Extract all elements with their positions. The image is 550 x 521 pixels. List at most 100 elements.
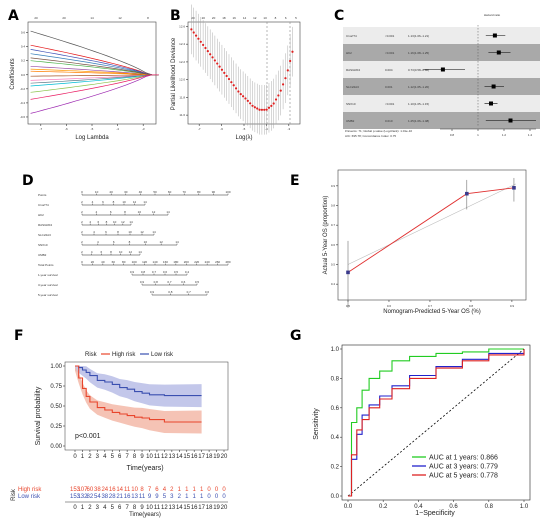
panel-f-risk-high-count: 11 [124,487,131,493]
panel-b-deviance-point [199,40,202,43]
panel-b-deviance-point [216,62,219,65]
panel-f-risk-high-count: 24 [101,487,108,493]
panel-g-roc-5yr [348,349,525,497]
panel-b-deviance-point [197,37,200,40]
panel-a-coefficient-path [30,74,159,114]
panel-f-x-tick: 14 [176,454,183,460]
panel-d-scale-label: 6 [97,220,99,224]
panel-f-x-tick: 9 [140,454,144,460]
panel-b-x-tick: -6 [220,127,223,131]
panel-g-y-tick: 0.6 [331,406,340,412]
panel-a-label: A [8,8,19,24]
panel-a-top-ticks: 20 20 14 12 8 [34,16,149,20]
panel-d-scale-label: 12 [121,220,125,224]
panel-b-top-tick: 6 [285,16,287,20]
panel-f-risk-high-count: 60 [87,487,94,493]
panel-d-scale-label: 0.7 [187,290,192,294]
panel-b-y-tick: 12.2 [179,60,185,64]
panel-b-deviance-point [289,59,292,63]
panel-d-scale-label: 6 [110,210,112,214]
panel-a-coefficient-path [30,74,159,87]
panel-c-footer-2: AIC: 695.78; Concordance Index: 0.75 [345,134,396,138]
panel-b-deviance-point [202,43,205,47]
panel-c-x-tick: 0.8 [450,133,455,137]
panel-d-scale-label: 4 [92,200,94,204]
panel-b-frame [187,21,301,125]
panel-b-deviance-point [211,56,214,59]
panel-b-top-tick: 5 [295,16,297,20]
panel-d-row-label: Total Points [38,263,54,267]
panel-a-coefficient-path [30,68,159,76]
panel-a-top-tick: 14 [90,16,94,20]
panel-b-ylabel: Partial Likelihood Deviance [171,37,177,110]
panel-b-label: B [170,8,181,24]
panel-f-risk-high-count: 0 [215,487,219,493]
panel-d-row-label: SNX10 [38,243,48,247]
panel-d-scale-label: 0.7 [152,270,157,274]
panel-a-coefficient-path [30,74,159,100]
panel-d-scale-label: 0.6 [163,270,168,274]
panel-f-x-tick: 16 [191,454,198,460]
panel-a-coefficient-path [30,57,159,76]
panel-a: A 20 20 14 12 8 -7 -6 -5 -4 -3 0.6 0.4 0.2 0.0 -0.2 -… [8,8,159,141]
panel-d-scale-label: 30 [124,190,128,194]
panel-e-x-tick: 0.9 [510,304,515,308]
panel-f-pvalue: p<0.001 [75,433,101,440]
panel-a-y-tick: 0.6 [21,31,26,35]
panel-c-gene-label: UMB2 [346,119,355,123]
panel-c-hr-marker [489,101,493,106]
panel-d-scale-label: 40 [139,190,143,194]
panel-b-top-tick: 20 [202,16,206,20]
panel-b-deviance-point [225,74,228,78]
panel-d-scale-label: 14 [138,250,142,254]
panel-b-top-tick: 8 [275,16,277,20]
panel-b-deviance-point [206,50,209,53]
panel-e-xlabel: Nomogram-Predicted 5-Year OS (%) [383,309,480,315]
panel-g-x-tick: 0.6 [449,504,458,510]
panel-c-x-tick: 1.4 [528,133,533,137]
panel-f: F Risk High risk Low risk 0.000.250.500.… [11,328,229,518]
panel-c-hr-text: 1.25(1.06–1.48) [408,119,429,123]
panel-c-rows: C1orf74 <0.001 1.13(1.06–1.21) HK2 <0.001 1.1… [343,27,540,129]
panel-d-scale-label: 0.4 [185,270,190,274]
panel-f-risk-low-count: 2 [178,494,182,500]
panel-a-y-tick: 0.4 [21,45,26,49]
panel-a-coefficient-path [30,44,159,76]
panel-d-scale-label: 6 [102,200,104,204]
panel-b-deviance-point [244,97,247,100]
panel-d-scale-label: 200 [184,260,189,264]
panel-d-scale-label: 2 [81,200,83,204]
panel-b-deviance-point [218,65,221,68]
panel-b-top-tick: 18 [222,16,226,20]
panel-f-risk-x-tick: 11 [154,505,161,511]
panel-d-scale-label: 60 [112,260,116,264]
panel-b-deviance-point [272,102,275,105]
panel-a-x-ticks: -7 -6 -5 -4 -3 [39,124,145,131]
panel-f-risk-x-tick: 9 [140,505,144,511]
panel-a-coefficient-path [30,60,159,76]
panel-g-x-tick: 0.8 [485,504,494,510]
panel-d-row-label: RASGRF2 [38,223,53,227]
panel-d-scale-label: 14 [152,230,156,234]
panel-c-row-band [343,44,540,61]
panel-f-risk-low-count: 1 [185,494,189,500]
panel-e-y-tick: 0.8 [331,204,336,208]
panel-c-hr-text: 1.12(1.05–1.20) [408,85,429,89]
panel-b-deviance-point [263,108,266,111]
panel-f-risk-low-count: 132 [77,494,88,500]
panel-d-scale-label: 8 [117,230,119,234]
panel-g-legend-item: AUC at 5 years: 0.778 [429,473,498,480]
panel-a-coefficient-path [30,53,159,76]
panel-b-deviance-point [253,106,256,109]
panel-f-risk-low-count: 5 [163,494,167,500]
panel-a-y-tick: 0.2 [21,59,26,63]
panel-d-row-label: 3-year survival [38,283,58,287]
panel-f-risk-x-tick: 4 [103,505,107,511]
panel-f-risk-high-count: 1 [178,487,182,493]
panel-f-risk-x-tick: 1 [81,505,85,511]
panel-g-y-tick: 0.0 [331,494,340,500]
panel-f-x-tick: 5 [111,454,115,460]
panel-a-y-tick: -0.4 [20,101,26,105]
panel-d-scale-label: 10 [128,230,132,234]
panel-d-scale-label: 8 [129,240,131,244]
